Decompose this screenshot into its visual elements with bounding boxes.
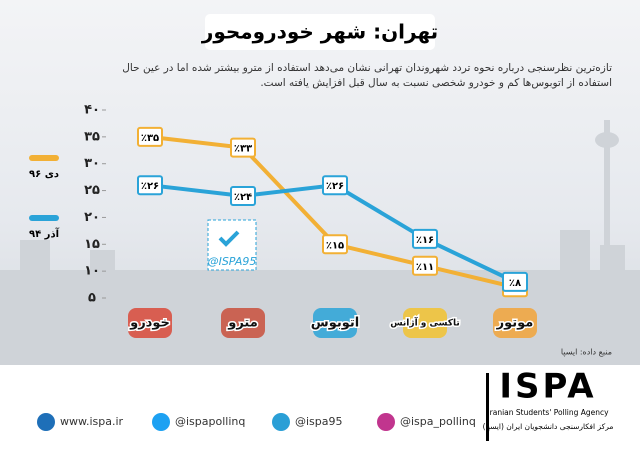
y-tick-label: ۴۰ <box>84 103 100 118</box>
watermark: @ISPA95 <box>208 255 257 268</box>
y-tick-label: ۵ <box>88 291 96 306</box>
label-box <box>412 228 438 249</box>
y-tick-label: ۲۵ <box>84 183 100 198</box>
label-box <box>230 137 256 158</box>
logo: ISPA <box>499 367 596 407</box>
y-tick-label: ۲۰ <box>84 210 100 225</box>
check-icon <box>218 230 240 247</box>
label-box <box>412 255 438 276</box>
value-label: ٪۳۵ <box>141 133 159 144</box>
value-label: ٪۱۱ <box>416 262 434 273</box>
logo-bar <box>486 373 489 441</box>
x-tick-label: اتوبوس <box>311 316 359 331</box>
subtitle: استفاده از اتوبوس‌ها کم و خودرو شخصی نسب… <box>260 77 612 89</box>
footer-link: @ispa95 <box>295 415 343 428</box>
source: منبع داده: ایسپا <box>561 348 612 357</box>
y-tick-label: ۱۵ <box>84 237 100 252</box>
legend-label: دی ۹۶ <box>29 169 59 180</box>
footer-link: @ispa_pollinq <box>400 415 476 428</box>
label-box <box>137 175 163 196</box>
category-icon <box>403 308 447 338</box>
subtitle: تازه‌ترین نظرسنجی درباره نحوه تردد شهرون… <box>122 62 612 74</box>
footer-link: @ispapollinq <box>175 415 245 428</box>
footer-link: www.ispa.ir <box>60 415 124 428</box>
value-label: ٪۸ <box>509 278 521 289</box>
watermark-box <box>207 219 257 271</box>
value-label: ٪۲۶ <box>326 181 344 192</box>
value-label: ٪۲۶ <box>141 181 159 192</box>
label-box <box>502 271 528 292</box>
title: تهران: شهر خودرومحور <box>201 20 438 44</box>
category-icon <box>493 308 537 338</box>
x-tick-label: مترو <box>227 316 258 331</box>
value-label: ٪۳۳ <box>234 144 252 155</box>
category-icon <box>221 308 265 338</box>
category-icon <box>313 308 357 338</box>
social-icon <box>37 413 55 431</box>
title-box <box>205 14 435 50</box>
label-box <box>322 234 348 255</box>
social-icon <box>152 413 170 431</box>
value-label: ٪۱۶ <box>416 235 434 246</box>
x-tick-label: خودرو <box>129 316 170 331</box>
footer: ISPA Iranian Students' Polling Agency مر… <box>37 367 614 441</box>
agency-fa: مرکز افکارسنجی دانشجویان ایران (ایسپا) <box>483 422 614 431</box>
x-tick-label: تاکسی و آژانس <box>390 317 460 329</box>
social-icon <box>272 413 290 431</box>
agency-en: Iranian Students' Polling Agency <box>487 408 609 417</box>
y-tick-label: ۳۵ <box>84 129 100 144</box>
footer-bg <box>0 365 640 454</box>
label-box <box>322 175 348 196</box>
value-label: ٪۱۵ <box>326 240 344 251</box>
legend-label: آذر ۹۴ <box>29 227 60 240</box>
label-box <box>137 126 163 147</box>
value-label: ٪۲۴ <box>234 192 252 203</box>
x-tick-label: موتور <box>496 316 534 331</box>
social-icon <box>377 413 395 431</box>
label-box <box>230 185 256 206</box>
y-tick-label: ۳۰ <box>84 156 100 171</box>
category-icon <box>128 308 172 338</box>
chart: ۵ ۱۰ ۱۵ ۲۰ ۲۵ ۳۰ ۳۵ ۴۰ خودرو مترو اتوبوس تاکسی و آژ… <box>29 103 537 338</box>
y-tick-label: ۱۰ <box>84 264 100 279</box>
